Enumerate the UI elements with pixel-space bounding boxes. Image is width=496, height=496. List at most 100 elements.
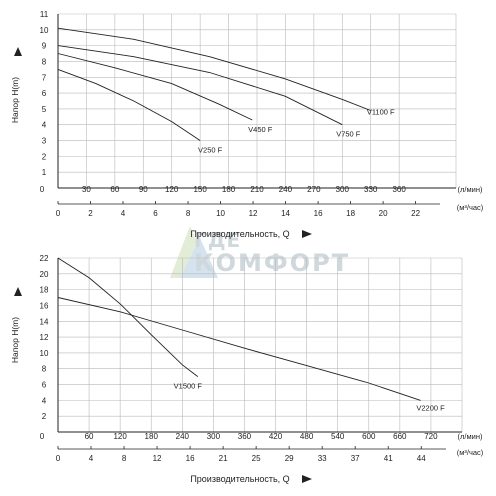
chart-2-ytick-label: 22 bbox=[40, 254, 49, 263]
chart-1-ytick-label: 1 bbox=[42, 168, 47, 177]
chart-2-unit-lmin: (л/мин) bbox=[458, 432, 483, 441]
chart-1-xtick-label-m3h: 14 bbox=[281, 209, 290, 218]
chart-1-ytick-label: 4 bbox=[42, 121, 47, 130]
chart-2-xtick-label-m3h: 44 bbox=[417, 454, 426, 463]
chart-1-xtick-label-m3h: 6 bbox=[153, 209, 158, 218]
chart-1-xtick-label-lmin: 30 bbox=[82, 185, 91, 194]
chart-1-ytick-label: 10 bbox=[40, 26, 49, 35]
chart-1-ylabel-arrow bbox=[14, 47, 22, 56]
chart-2-xtick-label-lmin: 420 bbox=[269, 432, 283, 441]
watermark-line-2: КОМФОРТ bbox=[194, 249, 351, 277]
chart-2-xtick-label-lmin: 540 bbox=[331, 432, 345, 441]
chart-1-series-line bbox=[57, 45, 343, 126]
chart-2-ylabel: Напор H(m) bbox=[10, 317, 20, 363]
chart-2-ytick-label: 10 bbox=[40, 349, 49, 358]
chart-2-xtick-label-m3h: 25 bbox=[252, 454, 261, 463]
chart-2-ytick-label: 4 bbox=[42, 396, 47, 405]
chart-1-series-label: V750 F bbox=[336, 130, 361, 139]
chart-2-series-label: V2200 F bbox=[416, 403, 445, 412]
chart-2-xtick-label-lmin: 240 bbox=[176, 432, 190, 441]
chart-1-series-label: V450 F bbox=[248, 125, 273, 134]
chart-2-series-label: V1500 F bbox=[174, 382, 203, 391]
chart-2-xtick-label-lmin: 300 bbox=[207, 432, 221, 441]
chart-1-ylabel: Напор H(m) bbox=[10, 77, 20, 123]
chart-2-xtick-label-lmin: 480 bbox=[300, 432, 314, 441]
chart-1-xtick-label-m3h: 16 bbox=[314, 209, 323, 218]
chart-2-series-line bbox=[57, 257, 199, 377]
chart-2-ytick-label: 8 bbox=[42, 365, 47, 374]
chart-1-ytick-label: 3 bbox=[42, 137, 47, 146]
chart-1-ytick-label: 9 bbox=[42, 42, 47, 51]
chart-1-xtick-label-m3h: 12 bbox=[249, 209, 258, 218]
chart-1-series-label: V250 F bbox=[198, 146, 223, 155]
chart-2-xtick-label-m3h: 16 bbox=[186, 454, 195, 463]
chart-1-xtick-label-lmin: 300 bbox=[336, 185, 350, 194]
chart-1-ytick-label: 2 bbox=[42, 152, 47, 161]
chart-1-xtick-label-lmin: 330 bbox=[364, 185, 378, 194]
chart-1-xtick-label-lmin: 210 bbox=[250, 185, 264, 194]
chart-1-unit-lmin: (л/мин) bbox=[458, 185, 483, 194]
chart-1-xtick-label-lmin: 120 bbox=[165, 185, 179, 194]
chart-1-xtick-label-m3h: 0 bbox=[56, 209, 61, 218]
chart-2-xtick-label-m3h: 33 bbox=[318, 454, 327, 463]
chart-1-series-line bbox=[57, 27, 371, 111]
chart-2-ytick-label: 14 bbox=[40, 317, 49, 326]
chart-2-ytick-label: 6 bbox=[42, 381, 47, 390]
chart-1-xtick-label-lmin: 240 bbox=[279, 185, 293, 194]
chart-1-ytick-label: 11 bbox=[40, 10, 49, 19]
chart-1-ytick-label: 5 bbox=[42, 105, 47, 114]
chart-1-xtick-label-m3h: 22 bbox=[411, 209, 420, 218]
chart-1-xtick-label-lmin: 180 bbox=[222, 185, 236, 194]
chart-1-xtick-label-lmin: 360 bbox=[392, 185, 406, 194]
chart-2-xtick-label-lmin: 720 bbox=[424, 432, 438, 441]
chart-2-xlabel-arrow bbox=[302, 475, 312, 483]
chart-1-xtick-label-m3h: 2 bbox=[88, 209, 93, 218]
chart-1-ytick-label: 6 bbox=[42, 89, 47, 98]
chart-2-ytick-label: 2 bbox=[42, 412, 47, 421]
chart-2-xlabel: Производительность, Q bbox=[190, 474, 289, 484]
chart-2-xtick-label-m3h: 8 bbox=[122, 454, 127, 463]
chart-1-xtick-label-m3h: 10 bbox=[216, 209, 225, 218]
chart-2-series-line bbox=[57, 297, 421, 401]
chart-2-xtick-label-m3h: 37 bbox=[351, 454, 360, 463]
chart-1-series-line bbox=[57, 68, 201, 141]
chart-1-series-line bbox=[57, 53, 253, 121]
chart-2-xtick-label-lmin: 180 bbox=[145, 432, 159, 441]
chart-2-origin-label: 0 bbox=[40, 432, 45, 441]
chart-2-xtick-label-lmin: 660 bbox=[393, 432, 407, 441]
chart-2-ytick-label: 20 bbox=[40, 270, 49, 279]
chart-1-xtick-label-lmin: 60 bbox=[110, 185, 119, 194]
chart-1-xtick-label-lmin: 150 bbox=[193, 185, 207, 194]
chart-2-ytick-label: 16 bbox=[40, 301, 49, 310]
chart-2-ylabel-arrow bbox=[14, 287, 22, 296]
chart-2-xtick-label-m3h: 0 bbox=[56, 454, 61, 463]
chart-2-ytick-label: 18 bbox=[40, 286, 49, 295]
chart-2-xtick-label-lmin: 60 bbox=[85, 432, 94, 441]
watermark-text: ГДЕ КОМФОРТ bbox=[194, 228, 350, 277]
watermark-line-1: ГДЕ bbox=[194, 228, 242, 252]
chart-2-xtick-label-m3h: 41 bbox=[384, 454, 393, 463]
chart-1-xtick-label-m3h: 8 bbox=[186, 209, 191, 218]
chart-1-xtick-label-lmin: 90 bbox=[139, 185, 148, 194]
chart-2-xtick-label-lmin: 600 bbox=[362, 432, 376, 441]
chart-1-ytick-label: 7 bbox=[42, 73, 47, 82]
chart-2-ytick-label: 12 bbox=[40, 333, 49, 342]
chart-1-unit-m3h: (м³/час) bbox=[457, 203, 484, 212]
chart-2-xtick-label-lmin: 120 bbox=[113, 432, 127, 441]
chart-1-ytick-label: 8 bbox=[42, 57, 47, 66]
chart-1-xtick-label-m3h: 20 bbox=[379, 209, 388, 218]
chart-1-xtick-label-m3h: 4 bbox=[121, 209, 126, 218]
chart-1-xtick-label-m3h: 18 bbox=[346, 209, 355, 218]
chart-2-xtick-label-m3h: 29 bbox=[285, 454, 294, 463]
chart-2-xtick-label-lmin: 360 bbox=[238, 432, 252, 441]
chart-1-origin-label: 0 bbox=[40, 185, 45, 194]
chart-1-xlabel-arrow bbox=[302, 230, 312, 238]
chart-2-unit-m3h: (м³/час) bbox=[457, 448, 484, 457]
chart-1-xlabel: Производительность, Q bbox=[190, 229, 289, 239]
chart-2-xtick-label-m3h: 21 bbox=[219, 454, 228, 463]
chart-2-xtick-label-m3h: 4 bbox=[89, 454, 94, 463]
chart-2-xtick-label-m3h: 12 bbox=[153, 454, 162, 463]
chart-1-series-label: V1100 F bbox=[367, 107, 395, 116]
